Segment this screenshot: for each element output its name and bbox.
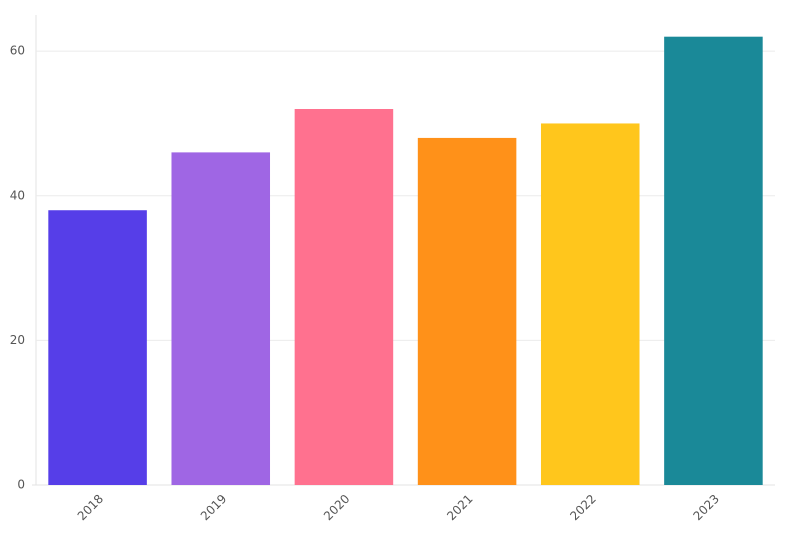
y-tick-label: 40 xyxy=(10,188,25,202)
y-tick-label: 60 xyxy=(10,44,25,58)
y-tick-label: 0 xyxy=(17,478,25,492)
x-tick-label: 2019 xyxy=(198,492,229,523)
x-tick-label: 2022 xyxy=(567,492,598,523)
x-tick-label: 2021 xyxy=(444,492,475,523)
bar xyxy=(48,210,147,485)
bar xyxy=(294,109,394,485)
bar xyxy=(171,152,271,485)
bar xyxy=(417,137,517,485)
x-tick-label: 2023 xyxy=(691,492,722,523)
bar xyxy=(664,36,763,485)
x-tick-label: 2018 xyxy=(75,492,106,523)
y-tick-label: 20 xyxy=(10,333,25,347)
x-tick-label: 2020 xyxy=(321,492,352,523)
bar xyxy=(540,123,640,485)
